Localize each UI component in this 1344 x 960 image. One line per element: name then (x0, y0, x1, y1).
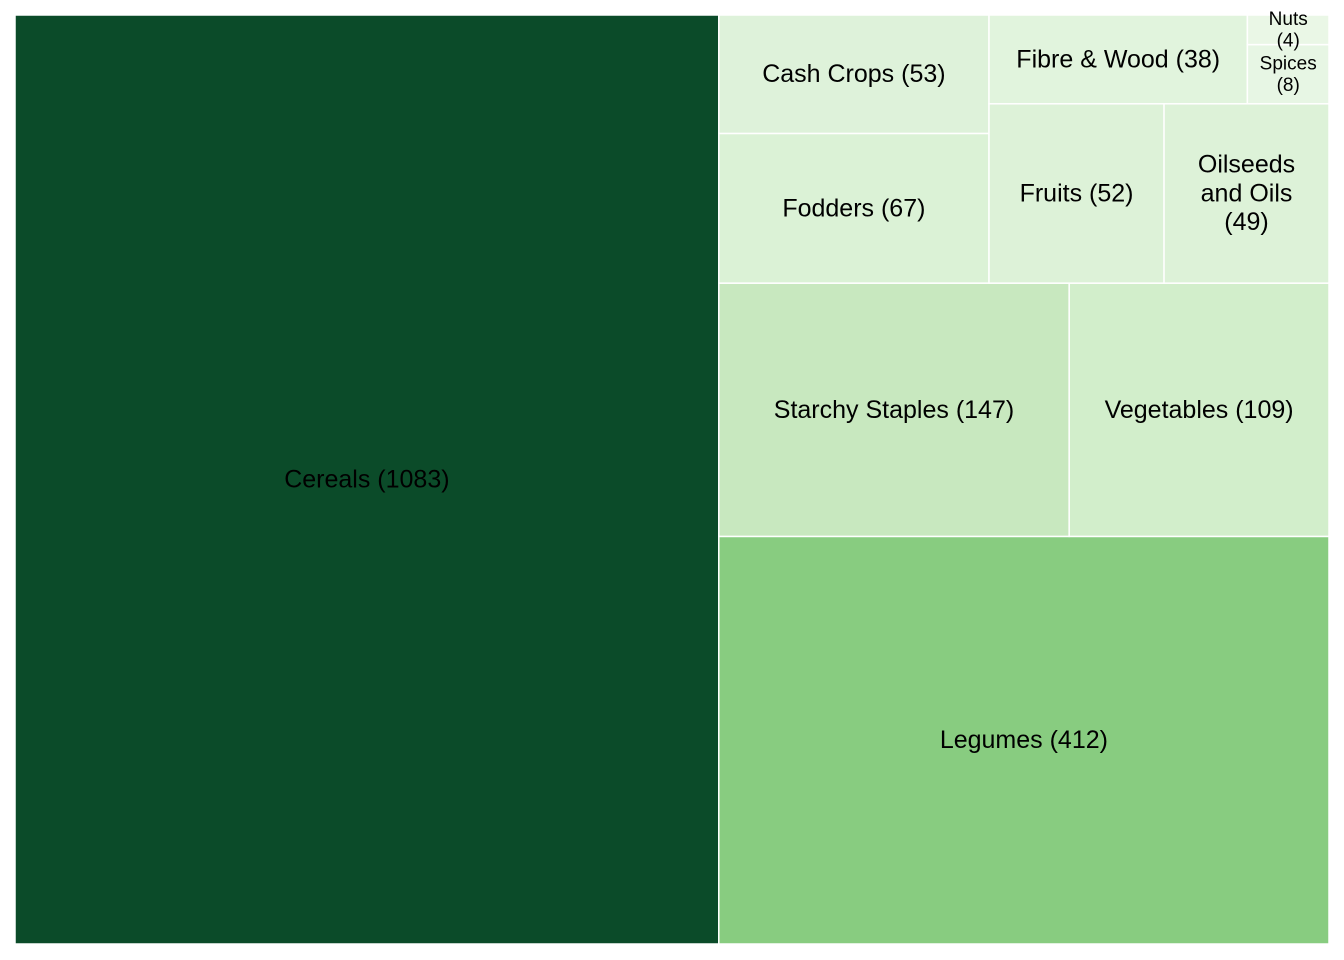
tile-fodders (718, 132, 990, 284)
tile-legumes (718, 535, 1330, 945)
label-nuts: Nuts (4) (1269, 8, 1308, 51)
label-oilseeds-and-oils: Oilseeds and Oils (49) (1198, 151, 1295, 237)
label-starchy-staples: Starchy Staples (147) (774, 396, 1014, 424)
label-vegetables: Vegetables (109) (1105, 396, 1294, 424)
label-fodders: Fodders (67) (782, 194, 925, 222)
tile-oilseeds-and-oils (1163, 103, 1330, 284)
tile-spices (1246, 43, 1330, 105)
tile-vegetables (1068, 282, 1330, 538)
tile-fruits (988, 103, 1165, 284)
label-spices: Spices (8) (1260, 53, 1317, 96)
label-legumes: Legumes (412) (940, 726, 1108, 754)
tile-fibre-and-wood (988, 14, 1249, 105)
tile-cereals (14, 14, 720, 945)
label-fruits: Fruits (52) (1020, 179, 1134, 207)
tile-nuts (1246, 14, 1330, 46)
tile-cash-crops (718, 14, 990, 135)
label-cereals: Cereals (1083) (284, 466, 449, 494)
label-cash-crops: Cash Crops (53) (762, 60, 945, 88)
label-fibre-and-wood: Fibre & Wood (38) (1016, 45, 1220, 73)
